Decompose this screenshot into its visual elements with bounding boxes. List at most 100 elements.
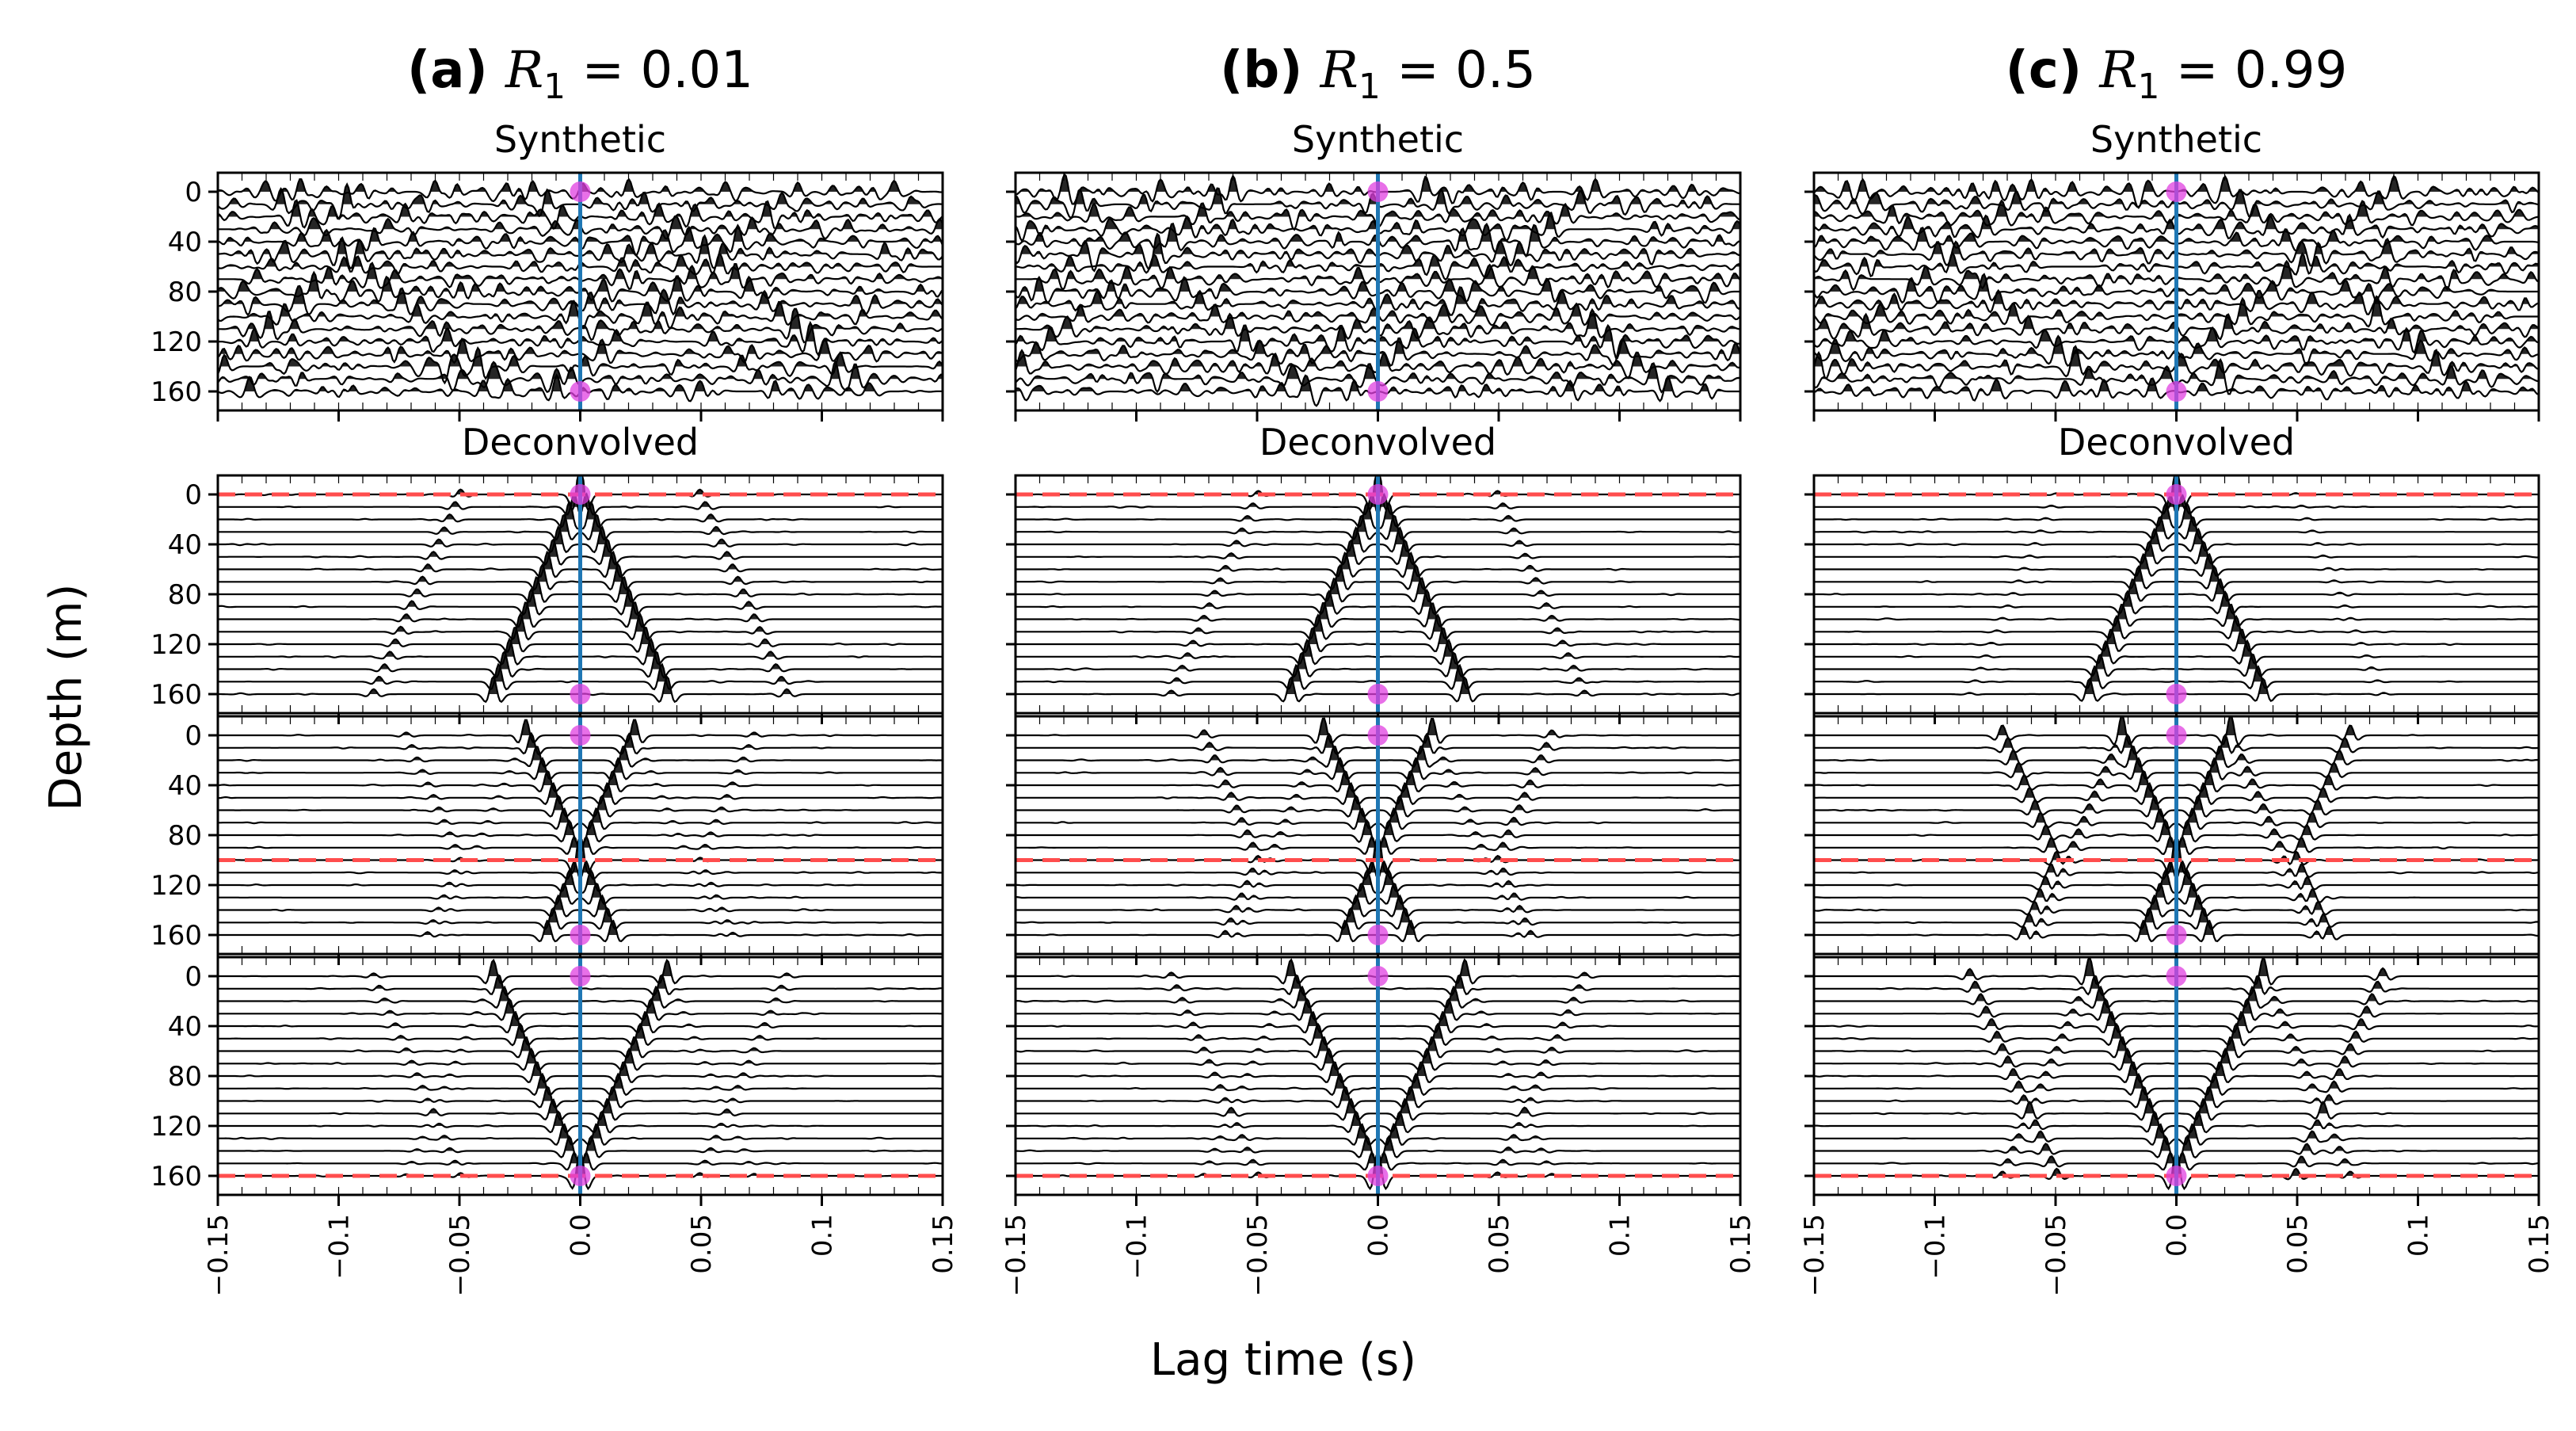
trace-fill [1814,327,2539,342]
panel-title: Synthetic [1292,118,1464,161]
title-value: = 0.5 [1381,41,1536,100]
trace-fill [218,375,943,391]
receiver-marker [1367,725,1389,746]
trace-fill [1814,227,2539,242]
y-tick-label: 120 [151,326,202,358]
title-value: = 0.01 [566,41,753,100]
y-tick-label: 160 [151,1161,202,1192]
receiver-marker [1367,381,1389,402]
x-tick-label: −0.15 [1799,1214,1831,1296]
title-value: = 0.99 [2160,41,2348,100]
column-label: (b) [1220,41,1320,100]
receiver-marker [1367,484,1389,505]
trace-fill [1016,174,1740,192]
title-symbol: R [2098,41,2137,100]
y-tick-label: 40 [168,227,202,258]
panel-synthetic: Synthetic [1006,118,1742,422]
column-label: (a) [407,41,505,100]
x-tick-label: −0.1 [1122,1214,1153,1280]
column-title: (c) R1 = 0.99 [2006,41,2348,107]
title-symbol: R [505,41,543,100]
x-tick-label: 0.1 [807,1214,839,1257]
y-tick-label: 120 [151,629,202,661]
panel-title: Deconvolved [462,421,699,464]
receiver-marker [570,725,591,746]
panel-deconvolved-bottom: −0.15 −0.1 −0.05 0.0 0.05 0.1 0.15 [1000,956,1757,1296]
trace-fill [1016,212,1740,230]
y-tick-label: 40 [168,1011,202,1043]
x-tick-label: −0.05 [2041,1214,2072,1296]
panel-deconvolved-middle [1804,715,2540,965]
y-axis-label: Depth (m) [40,584,92,811]
x-tick-label: −0.1 [1920,1214,1952,1280]
y-tick-label: 40 [168,529,202,561]
panel-deconvolved-middle [1006,715,1742,965]
x-tick-label: 0.0 [2162,1214,2193,1257]
y-tick-label: 0 [185,720,202,752]
receiver-marker [1367,1166,1389,1186]
trace-fill [218,308,943,330]
receiver-marker [570,966,591,986]
panel-title: Synthetic [2090,118,2262,161]
receiver-marker [570,925,591,945]
receiver-marker [2166,181,2187,202]
receiver-marker [1367,181,1389,202]
figure-columns: (a) R1 = 0.01 Synthetic 0 40 80 120 160 Deconvo… [151,41,2555,1296]
y-tick-label: 120 [151,870,202,902]
receiver-marker [1367,966,1389,986]
receiver-marker [2166,966,2187,986]
receiver-marker [2166,684,2187,704]
panel-synthetic: Synthetic 0 40 80 120 160 [151,118,944,422]
x-tick-label: −0.15 [203,1214,234,1296]
y-tick-label: 80 [168,820,202,852]
x-tick-label: 0.1 [2403,1214,2435,1257]
receiver-marker [2166,484,2187,505]
x-tick-label: 0.05 [686,1214,718,1274]
x-tick-label: −0.1 [324,1214,356,1280]
y-tick-label: 80 [168,579,202,611]
y-tick-label: 160 [151,376,202,408]
receiver-marker [570,484,591,505]
x-tick-label: 0.05 [2282,1214,2314,1274]
y-tick-label: 80 [168,277,202,308]
x-tick-label: 0.0 [1363,1214,1395,1257]
receiver-marker [1367,925,1389,945]
panel-deconvolved-middle: 0 40 80 120 160 [151,715,944,965]
receiver-marker [2166,381,2187,402]
panel-deconvolved-bottom: 0 40 80 120 160−0.15 −0.1 −0.05 0.0 0.05 0.1 0.15 [151,956,959,1296]
receiver-marker [570,684,591,704]
receiver-marker [570,181,591,202]
y-tick-label: 0 [185,479,202,511]
receiver-marker [2166,725,2187,746]
x-tick-label: 0.1 [1605,1214,1637,1257]
receiver-marker [2166,1166,2187,1186]
panel-title: Synthetic [494,118,666,161]
column-title: (a) R1 = 0.01 [407,41,753,107]
x-tick-label: 0.05 [1484,1214,1515,1274]
x-tick-label: −0.05 [1242,1214,1274,1296]
panel-deconvolved-top: Deconvolved 0 40 80 120 160 [151,421,944,724]
receiver-marker [570,381,591,402]
x-tick-label: −0.15 [1000,1214,1032,1296]
y-tick-label: 80 [168,1061,202,1093]
panel-deconvolved-bottom: −0.15 −0.1 −0.05 0.0 0.05 0.1 0.15 [1799,956,2555,1296]
x-tick-label: 0.15 [928,1214,959,1274]
receiver-marker [1367,684,1389,704]
x-tick-label: 0.15 [2524,1214,2555,1274]
y-tick-label: 0 [185,177,202,208]
panel-synthetic: Synthetic [1804,118,2540,422]
y-tick-label: 160 [151,920,202,952]
panel-deconvolved-top: Deconvolved [1804,421,2540,724]
y-tick-label: 0 [185,961,202,993]
trace-fill [218,348,943,367]
y-tick-label: 120 [151,1111,202,1143]
column-a: (a) R1 = 0.01 Synthetic 0 40 80 120 160 Deconvo… [151,41,959,1296]
y-tick-label: 40 [168,770,202,802]
title-symbol: R [1320,41,1358,100]
trace-fill [1016,350,1740,367]
column-title: (b) R1 = 0.5 [1220,41,1536,107]
x-tick-label: 0.15 [1725,1214,1757,1274]
